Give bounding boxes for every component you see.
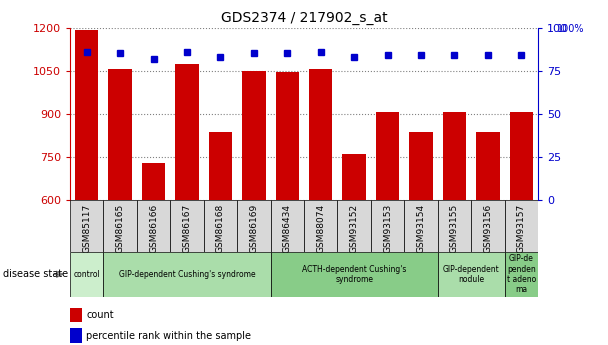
Text: count: count <box>86 310 114 320</box>
Bar <box>371 200 404 252</box>
Text: control: control <box>74 270 100 279</box>
Bar <box>103 252 271 297</box>
Bar <box>108 69 132 200</box>
Text: GSM86434: GSM86434 <box>283 204 292 253</box>
Text: GSM93155: GSM93155 <box>450 204 459 254</box>
Bar <box>409 132 433 200</box>
Bar <box>404 200 438 252</box>
Title: GDS2374 / 217902_s_at: GDS2374 / 217902_s_at <box>221 11 387 25</box>
Text: ACTH-dependent Cushing's
syndrome: ACTH-dependent Cushing's syndrome <box>302 265 406 284</box>
Bar <box>204 200 237 252</box>
Bar <box>337 200 371 252</box>
Bar <box>70 200 103 252</box>
Bar <box>438 200 471 252</box>
Bar <box>70 328 81 343</box>
Bar <box>137 200 170 252</box>
Text: GIP-de
penden
t adeno
ma: GIP-de penden t adeno ma <box>506 254 536 294</box>
Text: GSM93152: GSM93152 <box>350 204 359 253</box>
Bar <box>304 200 337 252</box>
Bar <box>242 71 266 200</box>
Text: disease state: disease state <box>3 269 68 279</box>
Text: GIP-dependent
nodule: GIP-dependent nodule <box>443 265 500 284</box>
Bar <box>438 252 505 297</box>
Bar <box>342 154 366 200</box>
Bar <box>510 112 533 200</box>
Y-axis label: 100%: 100% <box>557 24 585 34</box>
Bar <box>376 112 399 200</box>
Bar <box>209 132 232 200</box>
Bar <box>70 308 81 322</box>
Text: GSM86165: GSM86165 <box>116 204 125 254</box>
Text: GSM93157: GSM93157 <box>517 204 526 254</box>
Bar <box>443 112 466 200</box>
Text: GSM86167: GSM86167 <box>182 204 192 254</box>
Bar <box>476 132 500 200</box>
Bar <box>237 200 271 252</box>
Text: GIP-dependent Cushing's syndrome: GIP-dependent Cushing's syndrome <box>119 270 255 279</box>
Bar <box>505 200 538 252</box>
Text: GSM88074: GSM88074 <box>316 204 325 253</box>
Text: GSM85117: GSM85117 <box>82 204 91 254</box>
Bar <box>142 163 165 200</box>
Text: GSM86166: GSM86166 <box>149 204 158 254</box>
Bar <box>170 200 204 252</box>
Text: GSM86169: GSM86169 <box>249 204 258 254</box>
Bar <box>471 200 505 252</box>
Bar <box>275 71 299 200</box>
Bar <box>271 200 304 252</box>
Bar <box>271 252 438 297</box>
Text: GSM86168: GSM86168 <box>216 204 225 254</box>
Bar <box>505 252 538 297</box>
Text: GSM93153: GSM93153 <box>383 204 392 254</box>
Bar <box>309 69 333 200</box>
Bar <box>75 30 98 200</box>
Bar <box>70 252 103 297</box>
Text: percentile rank within the sample: percentile rank within the sample <box>86 331 251 341</box>
Text: GSM93154: GSM93154 <box>416 204 426 253</box>
Bar <box>103 200 137 252</box>
Text: GSM93156: GSM93156 <box>483 204 492 254</box>
Bar <box>175 63 199 200</box>
